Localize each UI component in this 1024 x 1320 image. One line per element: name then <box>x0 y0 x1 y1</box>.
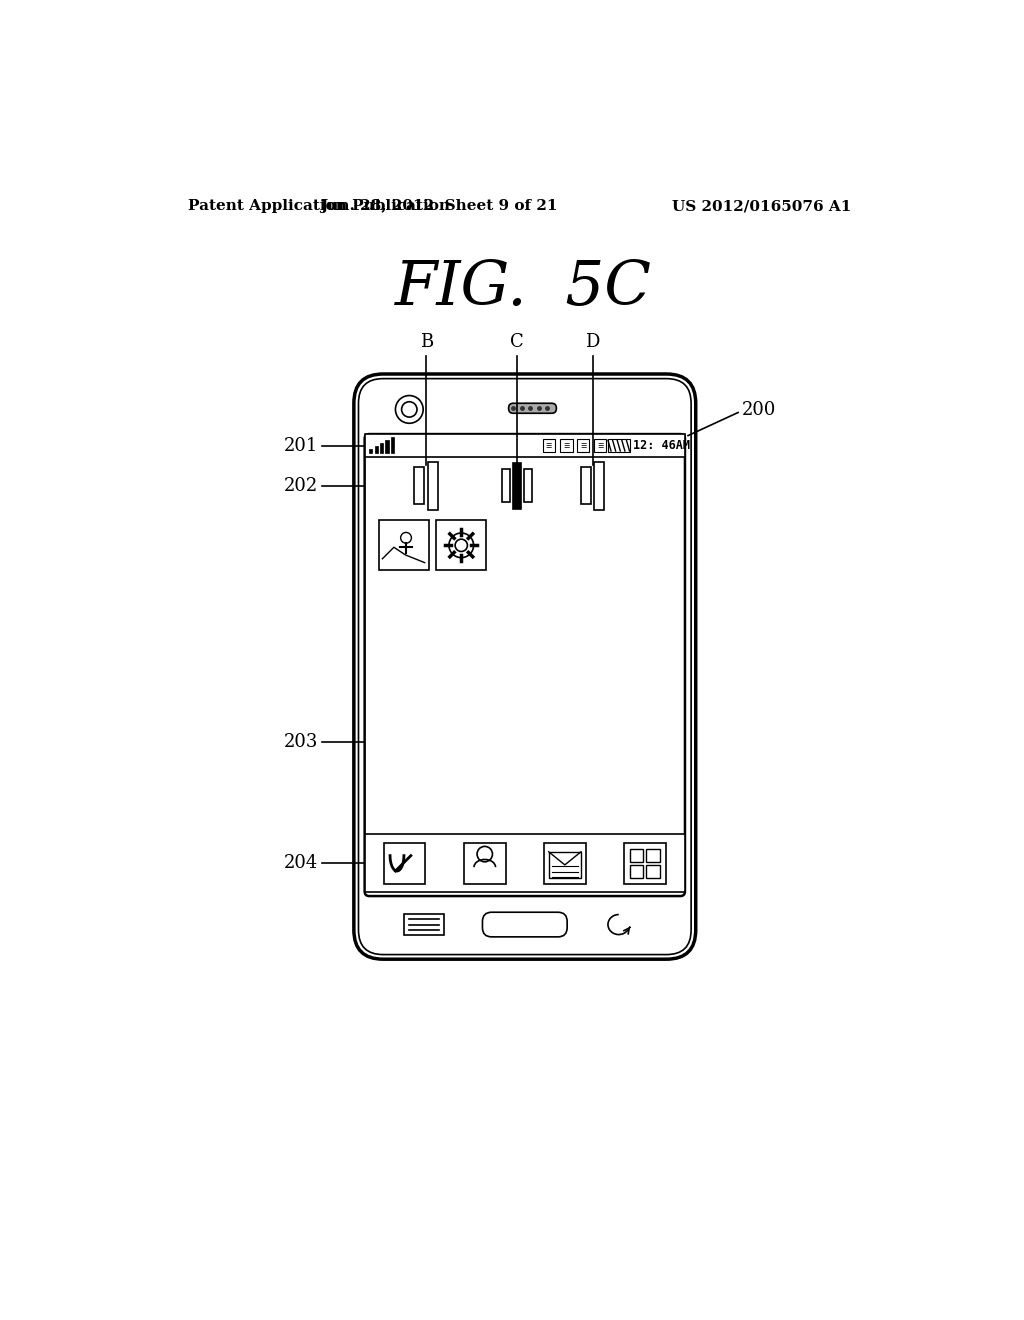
Bar <box>625 842 666 884</box>
FancyBboxPatch shape <box>509 404 556 413</box>
FancyBboxPatch shape <box>482 912 567 937</box>
Bar <box>385 441 388 453</box>
Text: 12: 46AM: 12: 46AM <box>633 440 689 453</box>
Text: 200: 200 <box>742 401 776 420</box>
Bar <box>549 851 581 878</box>
Bar <box>608 440 630 451</box>
Bar <box>524 470 531 502</box>
Bar <box>384 842 425 884</box>
Text: C: C <box>510 333 524 351</box>
Bar <box>646 865 659 878</box>
Text: Patent Application Publication: Patent Application Publication <box>188 199 451 213</box>
FancyBboxPatch shape <box>365 434 685 896</box>
Bar <box>581 467 591 504</box>
Bar <box>403 913 444 936</box>
Text: 202: 202 <box>285 477 318 495</box>
Text: FIG.  5C: FIG. 5C <box>395 257 651 318</box>
Bar <box>391 437 394 453</box>
Bar <box>379 520 429 570</box>
Bar <box>375 446 378 453</box>
Text: B: B <box>420 333 433 351</box>
Text: ☰: ☰ <box>546 442 552 449</box>
Text: D: D <box>586 333 600 351</box>
Bar <box>544 842 586 884</box>
Bar <box>513 462 521 508</box>
Bar <box>365 834 685 892</box>
Text: 204: 204 <box>285 854 318 873</box>
Text: US 2012/0165076 A1: US 2012/0165076 A1 <box>673 199 852 213</box>
Bar <box>594 440 606 451</box>
Text: ☰: ☰ <box>597 442 603 449</box>
Bar <box>543 440 555 451</box>
Bar <box>370 449 373 453</box>
Bar <box>560 440 572 451</box>
Bar <box>380 444 383 453</box>
Bar <box>646 849 659 862</box>
Text: 201: 201 <box>284 437 318 454</box>
Bar <box>428 462 438 510</box>
Bar <box>503 470 510 502</box>
Text: Jun. 28, 2012  Sheet 9 of 21: Jun. 28, 2012 Sheet 9 of 21 <box>319 199 557 213</box>
Bar <box>595 462 604 510</box>
Text: ☰: ☰ <box>581 442 587 449</box>
Bar <box>631 849 643 862</box>
Bar <box>464 842 506 884</box>
Bar <box>631 865 643 878</box>
Text: ☰: ☰ <box>563 442 569 449</box>
Bar <box>415 467 424 504</box>
Bar <box>436 520 486 570</box>
FancyBboxPatch shape <box>354 374 695 960</box>
Text: 203: 203 <box>284 733 318 751</box>
Bar <box>365 434 685 457</box>
Bar <box>578 440 590 451</box>
